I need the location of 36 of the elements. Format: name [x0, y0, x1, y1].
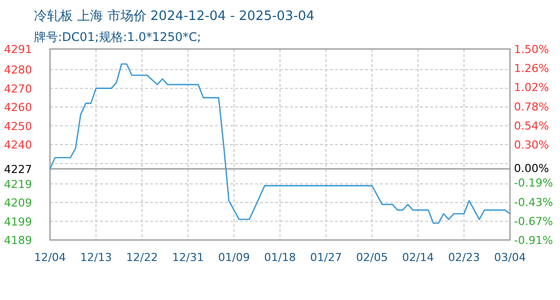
x-tick-label: 12/04 [34, 251, 66, 264]
y-tick-label: 4219 [4, 178, 32, 191]
y2-tick-label: 0.54% [514, 119, 549, 132]
y-tick-label: 4280 [4, 64, 32, 77]
y-tick-label: 4209 [4, 196, 32, 210]
chart-title: 冷轧板 上海 市场价 2024-12-04 - 2025-03-04 [34, 9, 314, 24]
y2-tick-label: -0.19% [514, 176, 553, 190]
x-tick-label: 01/09 [218, 251, 250, 264]
x-tick-label: 03/04 [494, 251, 526, 264]
y2-tick-label: 0.78% [514, 100, 549, 114]
x-tick-label: 02/05 [356, 251, 388, 264]
y2-tick-label: 1.26% [514, 62, 549, 76]
y2-tick-label: 0.00% [514, 162, 549, 175]
x-tick-label: 02/14 [402, 251, 434, 264]
y-tick-label: 4291 [4, 43, 32, 56]
y2-tick-label: 0.30% [514, 138, 549, 152]
x-tick-label: 12/22 [126, 251, 158, 264]
y2-tick-label: -0.43% [514, 196, 553, 209]
x-tick-label: 01/27 [310, 251, 342, 264]
y2-tick-label: -0.91% [514, 234, 553, 247]
x-tick-label: 12/31 [172, 251, 204, 264]
x-tick-label: 12/13 [80, 251, 112, 264]
x-tick-label: 02/23 [448, 251, 480, 264]
y-tick-label: 4240 [4, 138, 32, 152]
y2-tick-label: -0.67% [514, 214, 553, 228]
y-tick-label: 4270 [4, 82, 32, 96]
line-series [49, 63, 511, 224]
y-tick-label: 4260 [4, 101, 32, 114]
x-tick-label: 01/18 [264, 251, 296, 264]
ref-line-label: 4227 [4, 162, 32, 176]
y-tick-label: 4199 [4, 215, 32, 228]
y-tick-label: 4250 [4, 120, 32, 133]
chart-subtitle: 牌号:DC01;规格:1.0*1250*C; [34, 30, 202, 44]
y-tick-label: 4189 [4, 234, 32, 247]
y2-tick-label: 1.50% [514, 43, 549, 56]
y2-tick-label: 1.02% [514, 81, 549, 94]
